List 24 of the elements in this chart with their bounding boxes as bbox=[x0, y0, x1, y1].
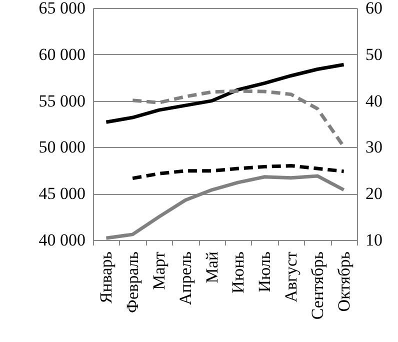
y-tick-label: 50 000 bbox=[38, 138, 86, 157]
y2-tick-label: 40 bbox=[366, 91, 382, 110]
x-tick-label: Сентябрь bbox=[308, 251, 327, 320]
x-tick-label: Август bbox=[282, 250, 300, 302]
x-tick-label: Февраль bbox=[123, 251, 142, 313]
y-tick-label: 65 000 bbox=[38, 0, 86, 18]
x-tick-label: Июнь bbox=[228, 251, 248, 294]
x-tick-label: Июль bbox=[255, 251, 274, 292]
y-tick-label: 60 000 bbox=[38, 44, 86, 64]
y2-tick-label: 50 bbox=[366, 44, 382, 64]
y-tick-label: 55 000 bbox=[38, 91, 86, 110]
y-tick-label: 45 000 bbox=[38, 184, 86, 204]
line-series bbox=[104, 62, 346, 124]
x-tick-label: Май bbox=[202, 252, 222, 284]
x-tick-label: Январь bbox=[96, 251, 116, 304]
x-tick-label: Апрель bbox=[176, 251, 195, 306]
line-series bbox=[130, 164, 346, 180]
y2-tick-label: 30 bbox=[366, 138, 382, 157]
y2-tick-label: 60 bbox=[366, 0, 382, 18]
y2-tick-label: 10 bbox=[366, 230, 382, 250]
x-tick-label: Март bbox=[150, 250, 168, 290]
y-tick-label: 40 000 bbox=[38, 230, 86, 250]
x-tick-label: Октябрь bbox=[334, 251, 354, 312]
y2-tick-label: 20 bbox=[366, 184, 382, 204]
